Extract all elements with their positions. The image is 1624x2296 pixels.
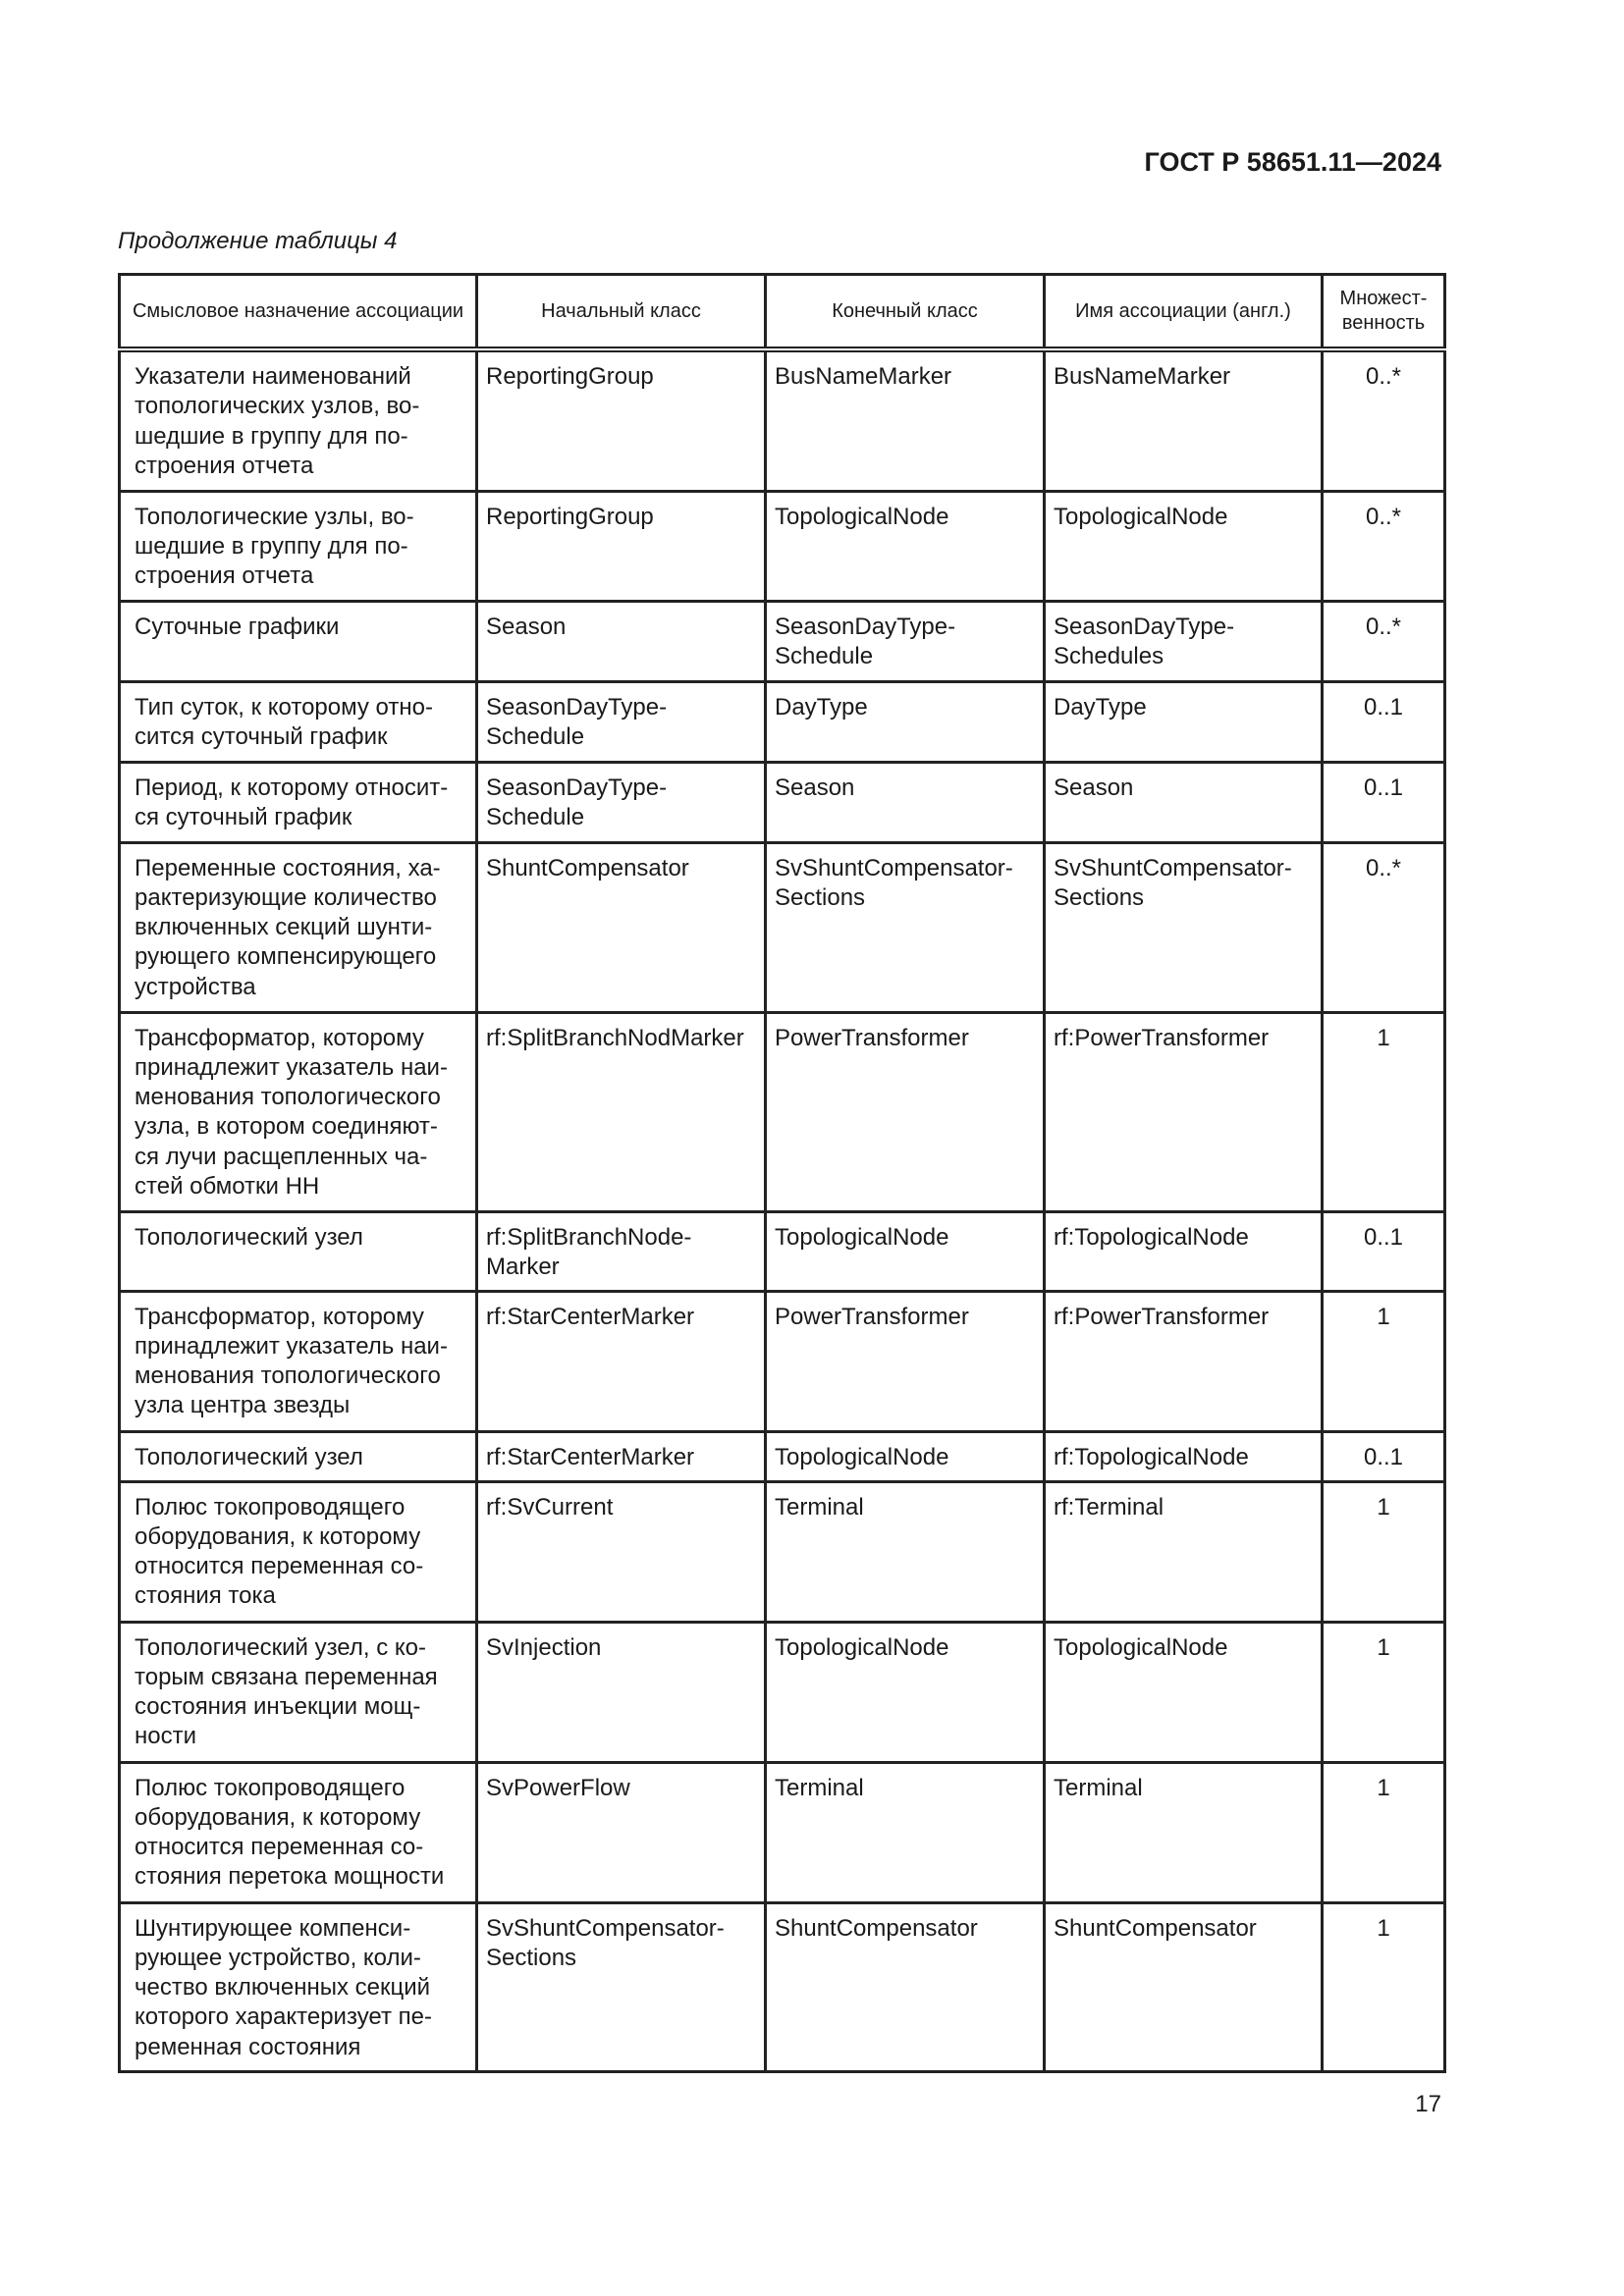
cell-purpose: Трансформатор, которому принадлежит указ…	[118, 1289, 478, 1433]
cell-purpose: Период, к которому относит- ся суточный …	[118, 760, 478, 844]
cell-association-name: TopologicalNode	[1043, 1620, 1324, 1764]
cell-multiplicity: 0..*	[1321, 599, 1446, 683]
table-row: Топологический узел, с ко- торым связана…	[118, 1620, 1446, 1764]
cell-multiplicity: 0..1	[1321, 679, 1446, 764]
cell-multiplicity: 0..*	[1321, 489, 1446, 603]
cell-multiplicity: 0..*	[1321, 347, 1446, 493]
table-row: Шунтирующее компенси- рующее устройство,…	[118, 1900, 1446, 2073]
cell-start-class: SvPowerFlow	[475, 1760, 767, 1904]
cell-start-class: rf:StarCenterMarker	[475, 1289, 767, 1433]
cell-multiplicity: 1	[1321, 1900, 1446, 2073]
cell-multiplicity: 1	[1321, 1479, 1446, 1624]
cell-end-class: Season	[764, 760, 1046, 844]
cell-association-name: SeasonDayType- Schedules	[1043, 599, 1324, 683]
table-row: Переменные состояния, ха- рактеризующие …	[118, 840, 1446, 1014]
cell-association-name: SvShuntCompensator- Sections	[1043, 840, 1324, 1014]
cell-multiplicity: 1	[1321, 1620, 1446, 1764]
table-row: Трансформатор, которому принадлежит указ…	[118, 1010, 1446, 1213]
document-id: ГОСТ Р 58651.11—2024	[1144, 147, 1441, 177]
table-row: Полюс токопроводящего оборудования, к ко…	[118, 1760, 1446, 1904]
cell-purpose: Полюс токопроводящего оборудования, к ко…	[118, 1479, 478, 1624]
cell-multiplicity: 0..1	[1321, 760, 1446, 844]
cell-association-name: Season	[1043, 760, 1324, 844]
cell-start-class: rf:SvCurrent	[475, 1479, 767, 1624]
cell-association-name: ShuntCompensator	[1043, 1900, 1324, 2073]
table-header-row: Смысловое назначение ассоциации Начальны…	[118, 273, 1446, 352]
table-row: Топологические узлы, во- шедшие в группу…	[118, 489, 1446, 603]
table-row: Указатели наименований топологических уз…	[118, 347, 1446, 493]
cell-start-class: rf:SplitBranchNodMarker	[475, 1010, 767, 1213]
cell-purpose: Топологический узел	[118, 1209, 478, 1293]
table-caption: Продолжение таблицы 4	[118, 228, 398, 254]
column-header-start-class: Начальный класс	[475, 273, 767, 352]
cell-start-class: ReportingGroup	[475, 347, 767, 493]
cell-start-class: rf:StarCenterMarker	[475, 1429, 767, 1483]
column-header-association-name: Имя ассоциации (англ.)	[1043, 273, 1324, 352]
cell-end-class: PowerTransformer	[764, 1010, 1046, 1213]
cell-association-name: TopologicalNode	[1043, 489, 1324, 603]
cell-end-class: Terminal	[764, 1760, 1046, 1904]
page-number: 17	[1415, 2091, 1441, 2117]
cell-start-class: ShuntCompensator	[475, 840, 767, 1014]
cell-start-class: SvShuntCompensator- Sections	[475, 1900, 767, 2073]
cell-end-class: TopologicalNode	[764, 1429, 1046, 1483]
cell-purpose: Тип суток, к которому отно- сится суточн…	[118, 679, 478, 764]
cell-end-class: PowerTransformer	[764, 1289, 1046, 1433]
cell-end-class: TopologicalNode	[764, 1620, 1046, 1764]
table-row: Топологический узел rf:StarCenterMarker To…	[118, 1429, 1446, 1483]
cell-start-class: Season	[475, 599, 767, 683]
cell-multiplicity: 1	[1321, 1760, 1446, 1904]
cell-association-name: rf:PowerTransformer	[1043, 1010, 1324, 1213]
cell-end-class: ShuntCompensator	[764, 1900, 1046, 2073]
cell-purpose: Указатели наименований топологических уз…	[118, 347, 478, 493]
table-row: Полюс токопроводящего оборудования, к ко…	[118, 1479, 1446, 1624]
cell-purpose: Топологические узлы, во- шедшие в группу…	[118, 489, 478, 603]
associations-table: Смысловое назначение ассоциации Начальны…	[118, 273, 1446, 2073]
cell-purpose: Трансформатор, которому принадлежит указ…	[118, 1010, 478, 1213]
cell-end-class: TopologicalNode	[764, 1209, 1046, 1293]
cell-association-name: DayType	[1043, 679, 1324, 764]
cell-multiplicity: 0..*	[1321, 840, 1446, 1014]
cell-multiplicity: 0..1	[1321, 1209, 1446, 1293]
cell-purpose: Полюс токопроводящего оборудования, к ко…	[118, 1760, 478, 1904]
cell-multiplicity: 1	[1321, 1010, 1446, 1213]
table-row: Период, к которому относит- ся суточный …	[118, 760, 1446, 844]
cell-purpose: Переменные состояния, ха- рактеризующие …	[118, 840, 478, 1014]
table-row: Трансформатор, которому принадлежит указ…	[118, 1289, 1446, 1433]
cell-end-class: DayType	[764, 679, 1046, 764]
cell-association-name: BusNameMarker	[1043, 347, 1324, 493]
column-header-end-class: Конечный класс	[764, 273, 1046, 352]
cell-end-class: TopologicalNode	[764, 489, 1046, 603]
cell-purpose: Топологический узел, с ко- торым связана…	[118, 1620, 478, 1764]
cell-end-class: BusNameMarker	[764, 347, 1046, 493]
cell-association-name: rf:PowerTransformer	[1043, 1289, 1324, 1433]
cell-start-class: SeasonDayType- Schedule	[475, 679, 767, 764]
cell-association-name: rf:TopologicalNode	[1043, 1209, 1324, 1293]
cell-multiplicity: 1	[1321, 1289, 1446, 1433]
cell-multiplicity: 0..1	[1321, 1429, 1446, 1483]
cell-end-class: SvShuntCompensator- Sections	[764, 840, 1046, 1014]
cell-start-class: rf:SplitBranchNode- Marker	[475, 1209, 767, 1293]
cell-association-name: rf:Terminal	[1043, 1479, 1324, 1624]
cell-purpose: Шунтирующее компенси- рующее устройство,…	[118, 1900, 478, 2073]
cell-association-name: rf:TopologicalNode	[1043, 1429, 1324, 1483]
cell-start-class: SvInjection	[475, 1620, 767, 1764]
cell-association-name: Terminal	[1043, 1760, 1324, 1904]
table-row: Топологический узел rf:SplitBranchNode- M…	[118, 1209, 1446, 1293]
table-row: Суточные графики Season SeasonDayType- Sch…	[118, 599, 1446, 683]
column-header-multiplicity: Множест- венность	[1321, 273, 1446, 352]
cell-start-class: SeasonDayType- Schedule	[475, 760, 767, 844]
cell-purpose: Топологический узел	[118, 1429, 478, 1483]
cell-end-class: Terminal	[764, 1479, 1046, 1624]
table-row: Тип суток, к которому отно- сится суточн…	[118, 679, 1446, 764]
cell-end-class: SeasonDayType- Schedule	[764, 599, 1046, 683]
cell-purpose: Суточные графики	[118, 599, 478, 683]
cell-start-class: ReportingGroup	[475, 489, 767, 603]
column-header-purpose: Смысловое назначение ассоциации	[118, 273, 478, 352]
